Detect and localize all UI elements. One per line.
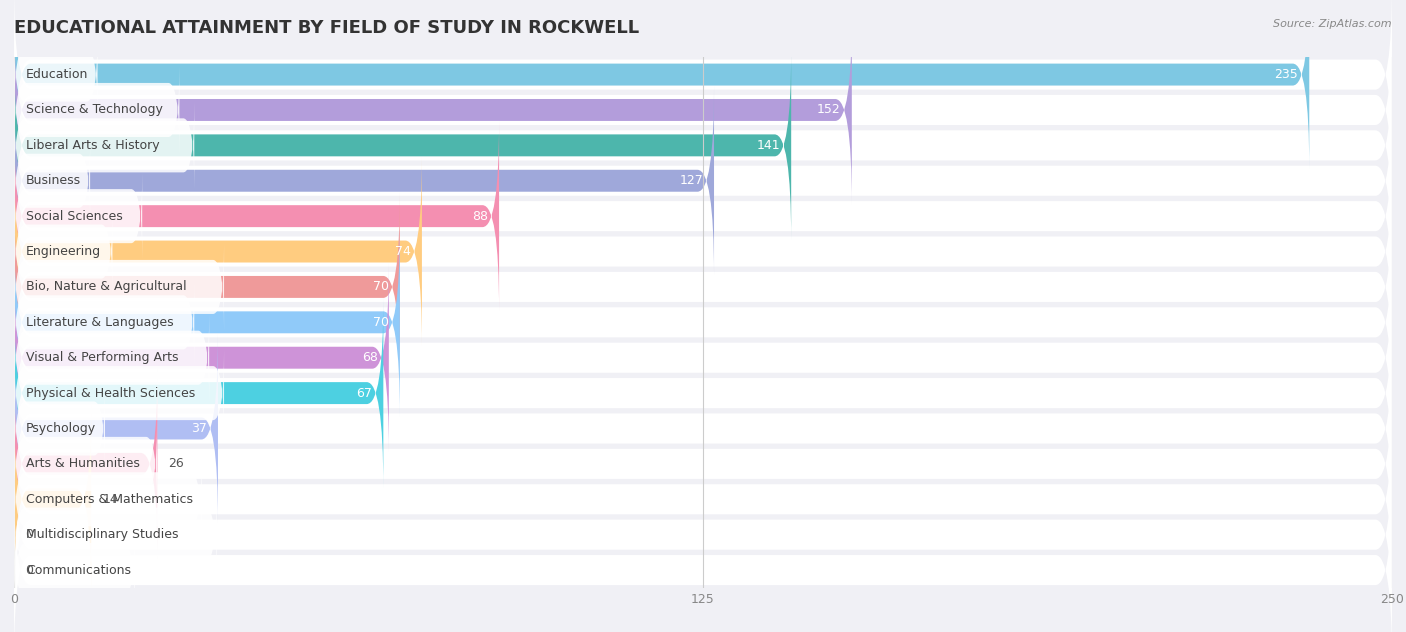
FancyBboxPatch shape [14,373,1392,555]
Text: 235: 235 [1274,68,1298,81]
Text: 37: 37 [191,422,207,435]
FancyBboxPatch shape [14,54,1392,236]
Text: Liberal Arts & History: Liberal Arts & History [27,139,160,152]
Text: 14: 14 [103,493,118,506]
Text: Multidisciplinary Studies: Multidisciplinary Studies [27,528,179,541]
FancyBboxPatch shape [14,302,1392,484]
FancyBboxPatch shape [14,196,1392,378]
FancyBboxPatch shape [14,66,180,154]
FancyBboxPatch shape [14,125,1392,307]
Text: Communications: Communications [27,564,131,576]
Text: 70: 70 [373,316,389,329]
FancyBboxPatch shape [14,19,1392,201]
FancyBboxPatch shape [14,479,1392,632]
FancyBboxPatch shape [14,337,1392,520]
FancyBboxPatch shape [14,456,201,543]
FancyBboxPatch shape [14,90,1392,272]
Text: 70: 70 [373,281,389,293]
FancyBboxPatch shape [14,102,194,189]
Text: Education: Education [27,68,89,81]
FancyBboxPatch shape [14,137,90,224]
FancyBboxPatch shape [14,191,399,382]
FancyBboxPatch shape [14,85,714,276]
Text: EDUCATIONAL ATTAINMENT BY FIELD OF STUDY IN ROCKWELL: EDUCATIONAL ATTAINMENT BY FIELD OF STUDY… [14,19,640,37]
Text: 88: 88 [472,210,488,222]
Text: Source: ZipAtlas.com: Source: ZipAtlas.com [1274,19,1392,29]
FancyBboxPatch shape [14,267,1392,449]
Text: 0: 0 [25,528,34,541]
FancyBboxPatch shape [14,279,194,366]
Text: 67: 67 [357,387,373,399]
Text: Arts & Humanities: Arts & Humanities [27,458,141,470]
FancyBboxPatch shape [14,161,1392,343]
Text: 26: 26 [169,458,184,470]
Text: 0: 0 [25,564,34,576]
FancyBboxPatch shape [14,50,792,241]
FancyBboxPatch shape [14,349,224,437]
Text: Social Sciences: Social Sciences [27,210,122,222]
FancyBboxPatch shape [14,491,217,578]
FancyBboxPatch shape [14,121,499,312]
FancyBboxPatch shape [14,404,91,595]
FancyBboxPatch shape [14,231,1392,413]
Text: Computers & Mathematics: Computers & Mathematics [27,493,193,506]
Text: Visual & Performing Arts: Visual & Performing Arts [27,351,179,364]
FancyBboxPatch shape [14,243,224,331]
FancyBboxPatch shape [14,31,97,118]
Text: 127: 127 [679,174,703,187]
Text: Science & Technology: Science & Technology [27,104,163,116]
FancyBboxPatch shape [14,420,157,507]
Text: 152: 152 [817,104,841,116]
FancyBboxPatch shape [14,156,422,347]
Text: 141: 141 [756,139,780,152]
FancyBboxPatch shape [14,314,209,401]
Text: 74: 74 [395,245,411,258]
Text: Physical & Health Sciences: Physical & Health Sciences [27,387,195,399]
Text: 68: 68 [361,351,378,364]
FancyBboxPatch shape [14,173,142,260]
FancyBboxPatch shape [14,333,218,524]
Text: Bio, Nature & Agricultural: Bio, Nature & Agricultural [27,281,187,293]
FancyBboxPatch shape [14,444,1392,626]
FancyBboxPatch shape [14,208,112,295]
FancyBboxPatch shape [14,227,399,418]
Text: Engineering: Engineering [27,245,101,258]
FancyBboxPatch shape [14,15,852,205]
FancyBboxPatch shape [14,408,1392,590]
FancyBboxPatch shape [14,298,384,489]
FancyBboxPatch shape [14,0,1309,170]
Text: Psychology: Psychology [27,422,96,435]
FancyBboxPatch shape [14,526,135,614]
FancyBboxPatch shape [14,368,157,559]
FancyBboxPatch shape [14,262,389,453]
Text: Business: Business [27,174,82,187]
FancyBboxPatch shape [14,385,105,472]
FancyBboxPatch shape [14,0,1392,166]
Text: Literature & Languages: Literature & Languages [27,316,174,329]
